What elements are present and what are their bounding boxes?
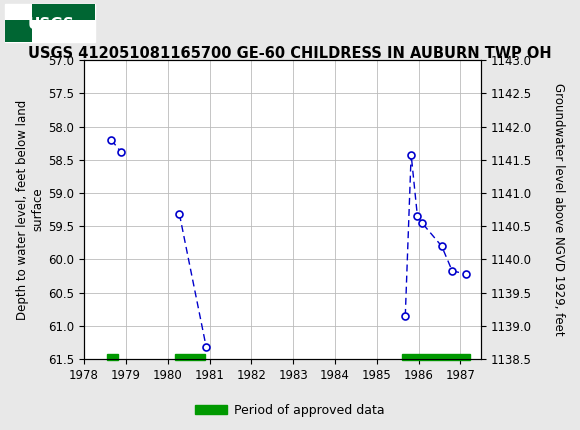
Bar (402, 354, 470, 360)
FancyBboxPatch shape (5, 3, 95, 42)
Text: USGS 412051081165700 GE-60 CHILDRESS IN AUBURN TWP OH: USGS 412051081165700 GE-60 CHILDRESS IN … (28, 46, 552, 61)
Text: USGS: USGS (28, 17, 74, 32)
Bar (107, 354, 118, 360)
Polygon shape (32, 3, 95, 20)
Y-axis label: Groundwater level above NGVD 1929, feet: Groundwater level above NGVD 1929, feet (552, 83, 565, 336)
Polygon shape (5, 20, 32, 42)
Y-axis label: Depth to water level, feet below land
surface: Depth to water level, feet below land su… (16, 99, 44, 320)
Legend: Period of approved data: Period of approved data (190, 399, 390, 421)
Bar (175, 354, 205, 360)
FancyBboxPatch shape (5, 3, 95, 42)
